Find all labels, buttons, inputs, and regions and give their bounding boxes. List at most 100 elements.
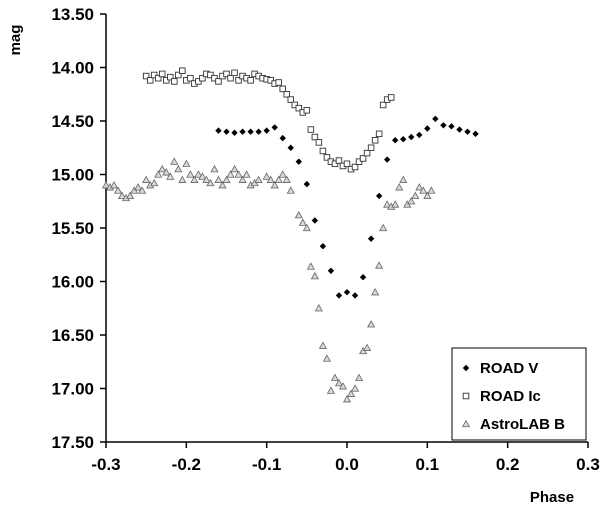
data-point-astrolab-b (294, 210, 303, 219)
data-point-astrolab-b (186, 170, 195, 178)
series-road-ic (142, 67, 395, 173)
data-point-astrolab-b (354, 373, 364, 381)
y-tick-label: 17.50 (51, 433, 94, 452)
data-point-astrolab-b (415, 183, 424, 191)
x-axis-title: Phase (530, 489, 574, 506)
data-point-road-ic (275, 79, 282, 86)
data-point-astrolab-b (218, 180, 227, 189)
data-point-road-v (247, 128, 254, 135)
data-point-astrolab-b (178, 175, 187, 183)
data-point-astrolab-b (427, 186, 436, 194)
data-point-road-v (416, 131, 423, 139)
y-tick-label: 17.00 (51, 380, 94, 399)
data-point-astrolab-b (166, 172, 175, 180)
x-tick-label: -0.3 (91, 455, 120, 474)
data-point-road-v (375, 192, 383, 200)
data-point-road-ic (287, 96, 295, 103)
data-point-road-ic (199, 74, 206, 82)
data-point-astrolab-b (194, 170, 203, 178)
x-tick-label: 0.2 (496, 455, 520, 474)
data-point-astrolab-b (286, 186, 295, 194)
data-point-road-ic (247, 77, 254, 84)
axes: 13.50 14.00 14.50 15.00 15.50 16.00 16.50 17.00… (51, 5, 599, 474)
data-point-road-v (464, 128, 471, 135)
legend-label-road-v: ROAD V (480, 360, 538, 377)
data-point-road-v (255, 128, 262, 135)
data-point-road-v (223, 128, 230, 135)
data-point-astrolab-b (266, 175, 275, 183)
data-point-road-ic (295, 104, 303, 112)
data-point-astrolab-b (109, 180, 119, 189)
data-point-astrolab-b (242, 170, 251, 178)
data-point-road-v (287, 144, 294, 151)
data-point-astrolab-b (274, 175, 283, 183)
data-point-road-ic (142, 72, 150, 80)
data-point-astrolab-b (117, 191, 127, 200)
y-tick-label: 14.50 (51, 112, 94, 131)
data-point-road-v (359, 274, 367, 281)
data-point-astrolab-b (262, 172, 271, 180)
data-point-astrolab-b (230, 164, 239, 173)
legend: ROAD V ROAD Ic AstroLAB B (451, 347, 587, 441)
data-point-astrolab-b (134, 183, 143, 191)
data-point-astrolab-b (395, 183, 404, 191)
data-point-astrolab-b (113, 186, 123, 194)
data-point-road-v (335, 292, 343, 299)
data-point-astrolab-b (198, 172, 207, 180)
x-tick-label: 0.3 (576, 455, 600, 474)
data-point-astrolab-b (310, 271, 319, 280)
data-point-astrolab-b (419, 186, 428, 194)
data-point-astrolab-b (363, 343, 372, 351)
data-point-road-v (448, 123, 455, 130)
data-point-astrolab-b (174, 164, 183, 173)
data-point-astrolab-b (423, 191, 432, 200)
data-point-astrolab-b (383, 200, 392, 208)
x-tick-label: 0.1 (416, 455, 440, 474)
data-point-astrolab-b (338, 382, 348, 390)
data-point-astrolab-b (306, 262, 315, 270)
data-point-road-ic (335, 157, 343, 164)
data-point-road-v (303, 180, 311, 188)
data-point-astrolab-b (182, 159, 191, 167)
data-point-astrolab-b (154, 170, 163, 178)
y-tick-label: 16.00 (51, 273, 94, 292)
data-point-road-ic (371, 137, 379, 144)
data-point-astrolab-b (350, 384, 360, 392)
data-point-astrolab-b (238, 175, 247, 183)
data-point-astrolab-b (399, 175, 408, 183)
data-point-astrolab-b (407, 197, 416, 205)
data-point-road-ic (279, 85, 286, 93)
legend-marker-road-v (462, 364, 470, 372)
data-point-road-v (383, 156, 391, 163)
data-point-road-v (392, 137, 399, 144)
data-point-road-ic (367, 144, 375, 151)
data-point-astrolab-b (158, 164, 167, 173)
legend-label-astrolab-b: AstroLAB B (480, 416, 565, 433)
x-tick-label: -0.2 (172, 455, 201, 474)
data-point-astrolab-b (138, 186, 147, 194)
data-point-road-ic (375, 130, 383, 138)
data-point-road-ic (235, 77, 242, 84)
data-point-road-v (424, 125, 431, 132)
data-point-astrolab-b (375, 261, 384, 269)
data-point-astrolab-b (226, 170, 235, 178)
data-point-road-v (472, 130, 479, 138)
y-tick-label: 14.00 (51, 59, 94, 78)
data-point-road-ic (158, 70, 166, 78)
data-point-road-ic (307, 126, 315, 133)
data-point-road-ic (343, 160, 351, 168)
data-point-road-v (311, 217, 319, 224)
y-tick-label: 13.50 (51, 5, 94, 24)
legend-label-road-ic: ROAD Ic (480, 388, 541, 405)
data-point-road-v (440, 122, 447, 129)
data-point-astrolab-b (282, 175, 291, 183)
data-point-road-ic (223, 70, 230, 78)
legend-marker-road-ic (462, 392, 470, 400)
data-point-astrolab-b (270, 180, 279, 189)
data-point-astrolab-b (210, 164, 219, 173)
data-point-road-ic (387, 94, 395, 101)
series-astrolab-b (101, 157, 436, 403)
data-point-astrolab-b (234, 170, 243, 178)
data-point-road-v (279, 134, 286, 142)
